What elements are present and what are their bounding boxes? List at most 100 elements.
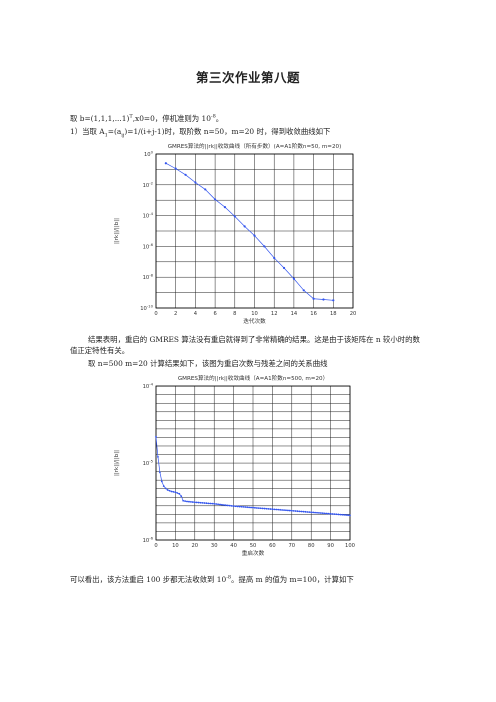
x-tick-label: 60	[269, 543, 276, 549]
chart2-svg: GMRES算法的||rk||收敛曲线（A=A1阶数n=500, m=20）0 10…	[114, 374, 355, 557]
data-point	[261, 507, 264, 510]
data-point	[263, 245, 266, 248]
data-point	[203, 502, 206, 504]
data-point	[170, 490, 173, 493]
data-point	[234, 505, 237, 508]
data-point	[255, 507, 258, 509]
data-point	[215, 503, 218, 505]
x-axis-label: 重启次数	[242, 549, 265, 557]
data-point	[265, 507, 268, 510]
data-point	[184, 173, 187, 176]
x-tick-label: 18	[330, 311, 337, 317]
data-point	[184, 500, 186, 503]
data-point	[314, 511, 316, 514]
data-point	[252, 506, 254, 509]
data-point	[238, 505, 241, 508]
data-point	[306, 511, 309, 513]
x-tick-label: 50	[250, 543, 257, 549]
y-axis-label: ||rk||/||b||	[114, 218, 120, 244]
data-point	[180, 495, 183, 498]
data-point	[335, 513, 338, 516]
data-point	[332, 299, 335, 302]
data-point	[333, 513, 336, 516]
data-point	[304, 510, 307, 513]
data-point	[318, 511, 320, 514]
x-tick-label: 30	[211, 543, 218, 549]
data-point	[221, 503, 223, 506]
chart1-svg: GMRES算法的||rk||收敛曲线（所有步数）(A=A1阶数n=50, m=2…	[114, 142, 357, 325]
data-point	[166, 489, 169, 491]
data-point	[204, 188, 207, 191]
data-point	[174, 491, 177, 494]
data-point	[164, 162, 167, 165]
data-point	[230, 504, 233, 507]
data-point	[296, 510, 299, 513]
x-tick-label: 10	[172, 543, 179, 549]
y-tick-label: 10-8	[143, 273, 154, 282]
data-point	[236, 505, 239, 508]
data-point	[323, 512, 326, 515]
data-point	[339, 513, 342, 516]
chart-convergence-n50: GMRES算法的||rk||收敛曲线（所有步数）(A=A1阶数n=50, m=2…	[110, 140, 370, 332]
data-point	[174, 167, 177, 170]
x-tick-label: 14	[291, 311, 298, 317]
data-point	[316, 511, 318, 514]
data-point	[190, 500, 192, 503]
data-point	[240, 505, 243, 508]
data-point	[219, 503, 221, 506]
data-point	[243, 225, 246, 228]
data-point	[288, 509, 291, 512]
data-point	[273, 508, 276, 511]
y-tick-label: 100	[144, 150, 154, 159]
data-point	[223, 206, 227, 209]
data-point	[269, 508, 272, 510]
data-point	[308, 511, 311, 514]
result-paragraph: 结果表明，重启的 GMRES 算法没有重启就得到了非常精确的结果。这是由于该矩阵…	[70, 335, 420, 355]
data-point	[275, 508, 278, 511]
data-point	[287, 509, 289, 512]
problem-setup-line: 取 b=(1,1,1,...1)T,x0=0，停机准则为 10-8。	[70, 113, 224, 123]
x-tick-label: 20	[350, 311, 357, 317]
data-point	[158, 471, 161, 474]
data-point	[164, 487, 167, 490]
data-point	[329, 512, 332, 515]
x-tick-label: 6	[213, 311, 216, 317]
data-point	[285, 509, 287, 512]
data-point	[233, 215, 236, 218]
data-point	[186, 500, 188, 503]
x-tick-label: 80	[308, 543, 315, 549]
data-point	[172, 490, 175, 493]
data-point	[349, 514, 351, 517]
data-point	[207, 502, 210, 505]
data-point	[292, 509, 295, 512]
x-tick-label: 2	[174, 311, 177, 317]
series-line	[165, 162, 334, 301]
data-point	[310, 511, 313, 514]
data-point	[277, 508, 280, 511]
data-point	[155, 435, 157, 438]
data-point	[254, 506, 256, 509]
x-tick-label: 4	[194, 311, 198, 317]
y-tick-label: 10-2	[143, 180, 154, 189]
data-point	[188, 500, 190, 503]
data-point	[345, 514, 348, 516]
data-point	[197, 501, 200, 504]
x-tick-label: 0	[154, 311, 157, 317]
data-point	[343, 513, 346, 516]
data-point	[193, 501, 196, 504]
data-point	[263, 507, 266, 510]
data-point	[209, 502, 212, 505]
case1-description: 1）当取 A1=(aij)=1/(i+j-1)时，取阶数 n=50，m=20 时…	[70, 127, 331, 139]
data-point	[267, 507, 270, 510]
x-tick-label: 10	[251, 311, 258, 317]
page-title: 第三次作业第八题	[195, 70, 300, 85]
y-tick-label: 10-6	[143, 536, 154, 545]
data-point	[253, 234, 256, 237]
data-point	[294, 510, 297, 512]
data-point	[341, 513, 344, 516]
data-point	[211, 502, 214, 505]
chart-title: GMRES算法的||rk||收敛曲线（所有步数）(A=A1阶数n=50, m=2…	[168, 142, 342, 150]
data-point	[232, 505, 235, 508]
data-point	[320, 512, 322, 514]
x-tick-label: 8	[233, 311, 236, 317]
